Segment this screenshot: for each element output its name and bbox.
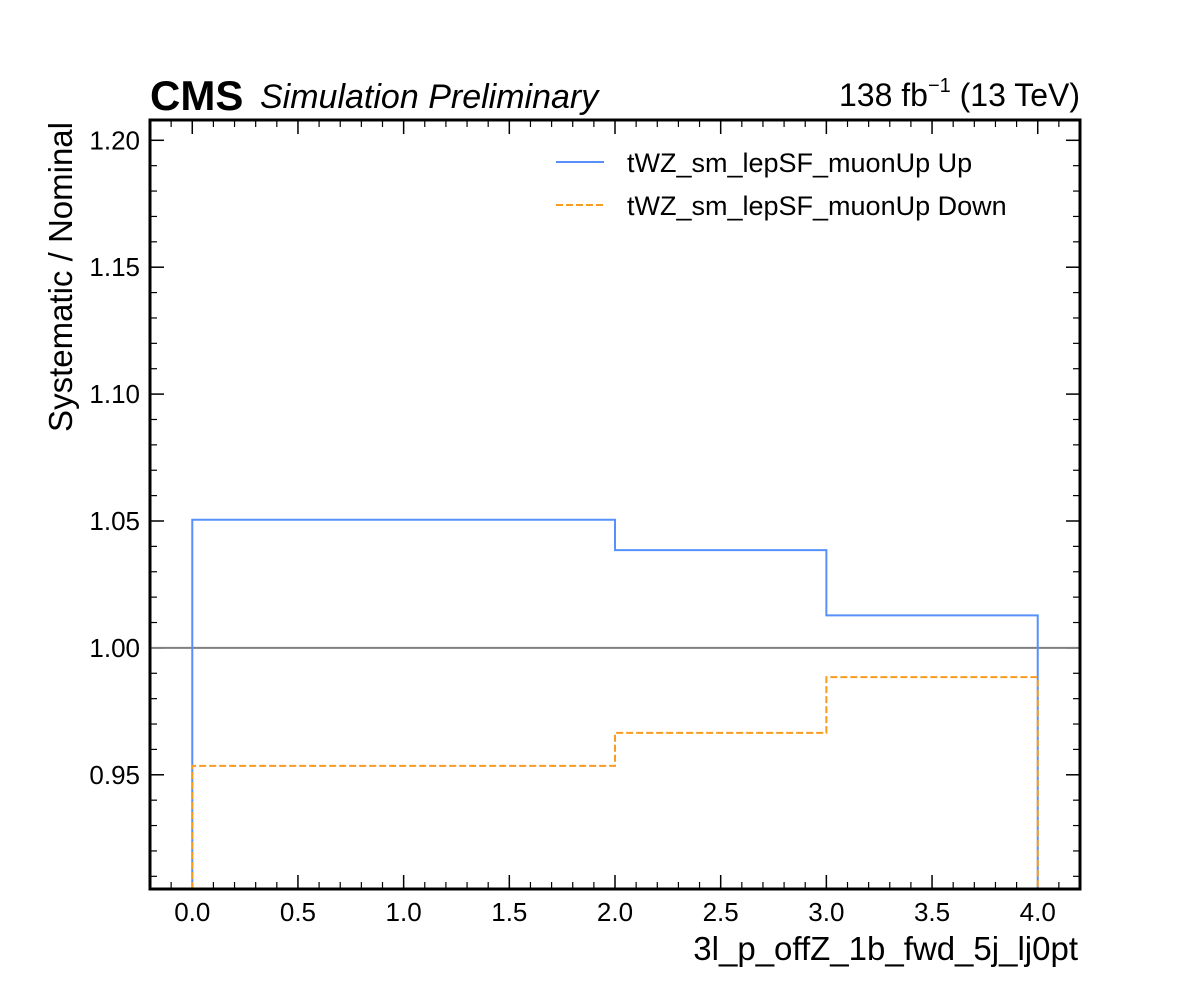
- x-tick-label: 1.5: [491, 897, 527, 927]
- x-tick-label: 0.5: [280, 897, 316, 927]
- ticks-layer: [150, 120, 1081, 889]
- x-tick-label: 4.0: [1020, 897, 1056, 927]
- y-tick-label: 1.05: [89, 506, 140, 536]
- x-tick-label: 3.0: [808, 897, 844, 927]
- lumi-energy: (13 TeV): [951, 77, 1080, 113]
- cms-label: CMS: [150, 72, 243, 119]
- y-tick-label: 1.10: [89, 379, 140, 409]
- tick-labels-layer: 0.0 0.5 1.0 1.5 2.0 2.5 3.0 3.5 4.0 0.95 1.00 1.05 1…: [89, 125, 1055, 927]
- x-tick-label: 3.5: [914, 897, 950, 927]
- y-tick-label: 1.20: [89, 125, 140, 155]
- y-axis-label: Systematic / Nominal: [42, 122, 79, 432]
- legend-label: tWZ_sm_lepSF_muonUp Down: [627, 191, 1007, 221]
- legend-label: tWZ_sm_lepSF_muonUp Up: [627, 148, 972, 178]
- y-tick-label: 0.95: [89, 760, 140, 790]
- luminosity-label: 138 fb−1 (13 TeV): [839, 75, 1080, 113]
- x-tick-label: 2.5: [703, 897, 739, 927]
- x-axis-label: 3l_p_offZ_1b_fwd_5j_lj0pt: [693, 930, 1078, 967]
- plot-frame: [148, 118, 1082, 891]
- series-step-line-up: [191, 518, 1039, 889]
- x-tick-label: 2.0: [597, 897, 633, 927]
- lumi-value: 138 fb: [839, 77, 928, 113]
- y-tick-label: 1.15: [89, 252, 140, 282]
- series-layer: [150, 518, 1080, 889]
- y-tick-label: 1.00: [89, 633, 140, 663]
- lumi-exponent: −1: [928, 75, 951, 97]
- x-tick-label: 1.0: [386, 897, 422, 927]
- simulation-preliminary-label: Simulation Preliminary: [260, 78, 600, 116]
- x-tick-label: 0.0: [174, 897, 210, 927]
- series-step-line-down: [191, 676, 1039, 889]
- legend: tWZ_sm_lepSF_muonUp Up tWZ_sm_lepSF_muonU…: [556, 148, 1007, 221]
